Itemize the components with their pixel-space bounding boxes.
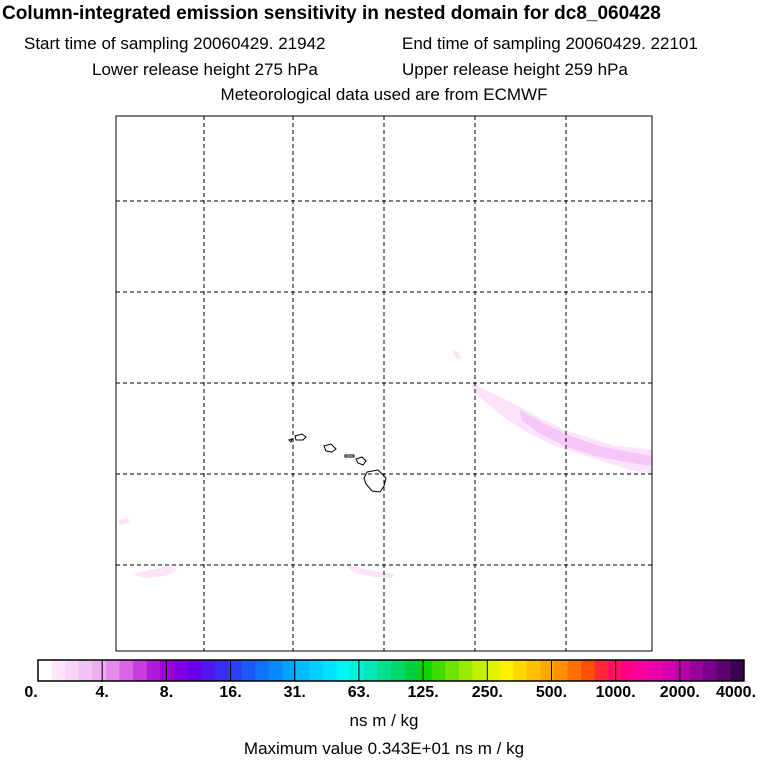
island-niihau	[288, 438, 293, 443]
island-big-island	[363, 469, 387, 493]
colorbar-cell	[323, 660, 338, 681]
colorbar-cell	[173, 660, 188, 681]
colorbar-cells	[38, 660, 745, 681]
upper-release-height-label: Upper release height 259 hPa	[402, 60, 628, 79]
colorbar-cell	[241, 660, 256, 681]
colorbar-cell	[513, 660, 528, 681]
colorbar-cell	[268, 660, 283, 681]
met-data-label: Meteorological data used are from ECMWF	[220, 85, 548, 104]
colorbar-cell	[486, 660, 501, 681]
map-grid	[116, 116, 652, 651]
colorbar-cell	[78, 660, 93, 681]
colorbar-tick-label: 4.	[95, 684, 109, 701]
end-time-label: End time of sampling 20060429. 22101	[402, 34, 698, 53]
plot-title: Column-integrated emission sensitivity i…	[2, 3, 661, 24]
maximum-value-label: Maximum value 0.343E+01 ns m / kg	[243, 739, 525, 758]
colorbar-cell	[540, 660, 555, 681]
colorbar-tick-label: 250.	[471, 684, 503, 701]
coastline-hawaiian-islands	[288, 433, 387, 493]
colorbar-cell	[472, 660, 487, 681]
colorbar-cell	[526, 660, 541, 681]
colorbar-cell	[621, 660, 636, 681]
colorbar-cell	[377, 660, 392, 681]
colorbar-tick-label: 31.	[283, 684, 306, 701]
colorbar-cell	[119, 660, 134, 681]
plume-region-core	[520, 410, 652, 466]
colorbar-cell	[309, 660, 324, 681]
colorbar-cell	[730, 660, 745, 681]
colorbar-cell	[214, 660, 229, 681]
emission-sensitivity-plume	[118, 350, 652, 578]
start-time-label: Start time of sampling 20060429. 21942	[24, 34, 326, 53]
colorbar-cell	[581, 660, 596, 681]
colorbar-cell	[65, 660, 80, 681]
colorbar-tick-label: 16.	[219, 684, 242, 701]
colorbar-cell	[553, 660, 568, 681]
lower-release-height-label: Lower release height 275 hPa	[92, 60, 318, 79]
colorbar-cell	[160, 660, 175, 681]
map-frame	[115, 115, 653, 652]
colorbar-cell	[445, 660, 460, 681]
island-molokai	[344, 454, 355, 458]
colorbar-tick-label: 125.	[407, 684, 439, 701]
colorbar-cell	[499, 660, 514, 681]
colorbar-cell	[689, 660, 704, 681]
plume-region-left	[132, 566, 178, 578]
colorbar-tick-label: 500.	[535, 684, 568, 701]
plume-region-top	[452, 350, 462, 360]
colorbar-cell	[703, 660, 718, 681]
colorbar-cell	[662, 660, 677, 681]
colorbar-cell	[404, 660, 419, 681]
colorbar-tick-label: 4000.	[715, 684, 757, 701]
colorbar-cell	[295, 660, 311, 681]
colorbar-cell	[594, 660, 609, 681]
plume-region-tail	[345, 565, 395, 578]
colorbar-dividers	[101, 660, 681, 681]
colorbar-tick-label: 2000.	[659, 684, 700, 701]
colorbar-tick-label: 0.	[24, 684, 38, 701]
colorbar-cell	[567, 660, 582, 681]
colorbar-cell	[255, 660, 270, 681]
colorbar-tick-label: 1000.	[595, 684, 636, 701]
colorbar-cell	[431, 660, 446, 681]
colorbar-cell	[228, 660, 243, 681]
colorbar-cell	[146, 660, 161, 681]
colorbar-cell	[38, 660, 53, 681]
plume-region-edge	[118, 518, 130, 525]
colorbar-cell	[716, 660, 731, 681]
colorbar-cell	[282, 660, 297, 681]
colorbar-cell	[51, 660, 66, 681]
colorbar-cell	[363, 660, 378, 681]
colorbar-cell	[200, 660, 215, 681]
colorbar-cell	[676, 660, 691, 681]
colorbar-units-label: ns m / kg	[349, 711, 419, 730]
colorbar-cell	[418, 660, 433, 681]
colorbar-cell	[336, 660, 351, 681]
colorbar-cell	[350, 660, 365, 681]
colorbar-tick-label: 8.	[159, 684, 174, 701]
colorbar-cell	[187, 660, 202, 681]
colorbar-cell	[391, 660, 406, 681]
island-oahu	[323, 443, 337, 453]
colorbar-cell	[92, 660, 107, 681]
island-maui	[355, 456, 367, 466]
colorbar-cell	[105, 660, 120, 681]
colorbar-tick-label: 63.	[347, 684, 371, 701]
island-kauai	[294, 433, 307, 441]
colorbar-cell	[133, 660, 148, 681]
colorbar-cell	[648, 660, 664, 681]
colorbar-cell	[458, 660, 473, 681]
colorbar-cell	[635, 660, 650, 681]
colorbar-frame	[37, 659, 745, 682]
